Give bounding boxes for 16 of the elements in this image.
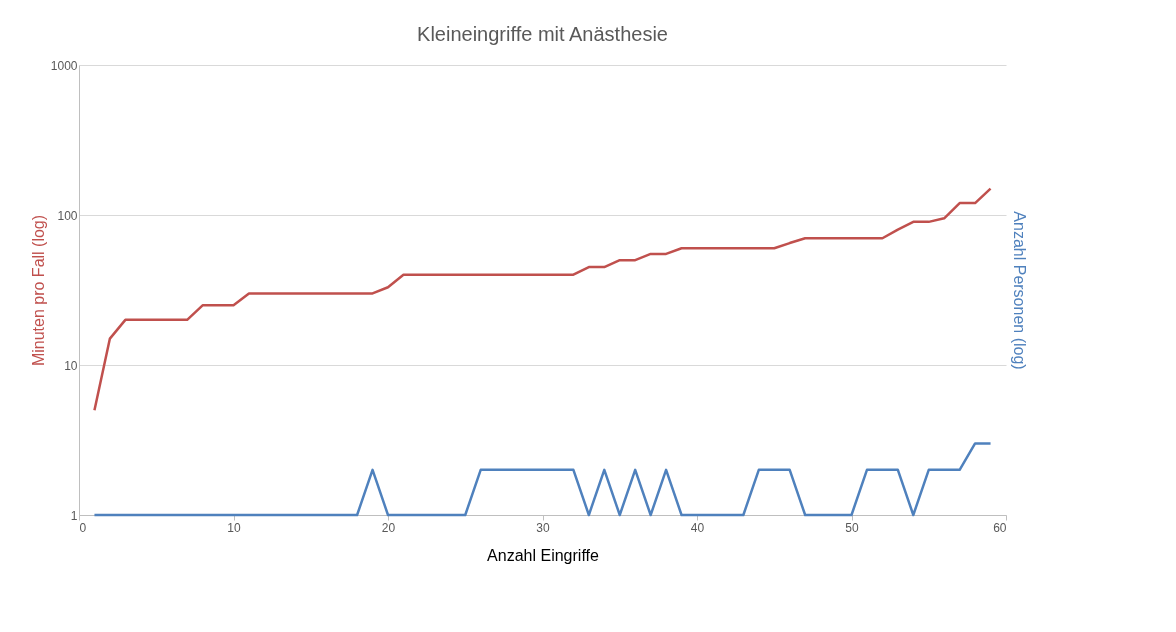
y-tick-label: 1000 (50, 58, 78, 73)
line-series (93, 187, 992, 412)
x-tick-label: 10 (227, 520, 241, 535)
x-axis-title: Anzahl Eingriffe (487, 546, 599, 564)
x-tick-label: 30 (536, 520, 550, 535)
chart-title: Kleineingriffe mit Anästhesie (417, 23, 668, 45)
y-tick-label: 10 (64, 358, 78, 373)
x-tick-label: 0 (79, 520, 87, 535)
y-axis-title: Minuten pro Fall (log) (29, 214, 47, 367)
y-tick-label: 1 (70, 508, 78, 523)
x-tick-label: 60 (993, 520, 1007, 535)
x-tick-label: 40 (690, 520, 705, 535)
x-tick-label: 50 (845, 520, 859, 535)
y2-axis-title: Anzahl Personen (log) (1010, 211, 1028, 370)
x-tick-label: 20 (381, 520, 396, 535)
y-tick-label: 100 (57, 208, 78, 223)
